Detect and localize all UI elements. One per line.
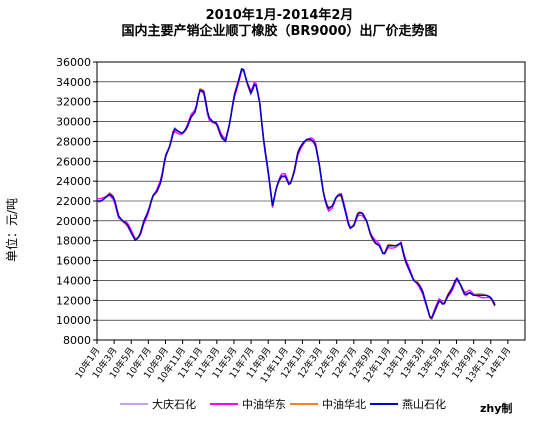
- chart-subtitle: 国内主要产销企业顺丁橡胶（BR9000）出厂价走势图: [121, 24, 438, 39]
- y-tick-label: 26000: [56, 155, 91, 168]
- legend-label: 中油华北: [322, 397, 366, 411]
- y-tick-label: 12000: [56, 294, 91, 307]
- legend: 大庆石化 中油华东 中油华北 燕山石化: [120, 397, 446, 411]
- legend-label: 大庆石化: [152, 397, 196, 411]
- y-tick-label: 30000: [56, 116, 91, 129]
- y-tick-label: 16000: [56, 255, 91, 268]
- legend-label: 中油华东: [242, 397, 286, 411]
- y-tick-label: 36000: [56, 56, 91, 69]
- y-tick-label: 14000: [56, 274, 91, 287]
- series-line-4: [97, 67, 496, 320]
- y-tick-label: 28000: [56, 135, 91, 148]
- y-tick-label: 8000: [63, 334, 91, 347]
- y-tick-label: 34000: [56, 76, 91, 89]
- y-axis: 8000 10000 12000 14000 16000 18000 20000 22000 2…: [56, 56, 97, 347]
- y-tick-label: 32000: [56, 96, 91, 109]
- chart-title: 2010年1月-2014年2月: [205, 8, 354, 23]
- legend-label: 燕山石化: [402, 397, 446, 411]
- x-axis: 10年1月10年3月10年5月10年7月10年9月10年11月11年1月11年3…: [72, 340, 513, 385]
- y-axis-label: 单位：元/吨: [4, 198, 19, 262]
- y-tick-label: 20000: [56, 215, 91, 228]
- series-line-3: [96, 67, 496, 321]
- y-tick-label: 18000: [56, 235, 91, 248]
- y-tick-label: 24000: [56, 175, 91, 188]
- series-lines: [96, 67, 496, 321]
- y-tick-label: 22000: [56, 195, 91, 208]
- credit-text: zhy制: [480, 401, 512, 415]
- y-tick-label: 10000: [56, 314, 91, 327]
